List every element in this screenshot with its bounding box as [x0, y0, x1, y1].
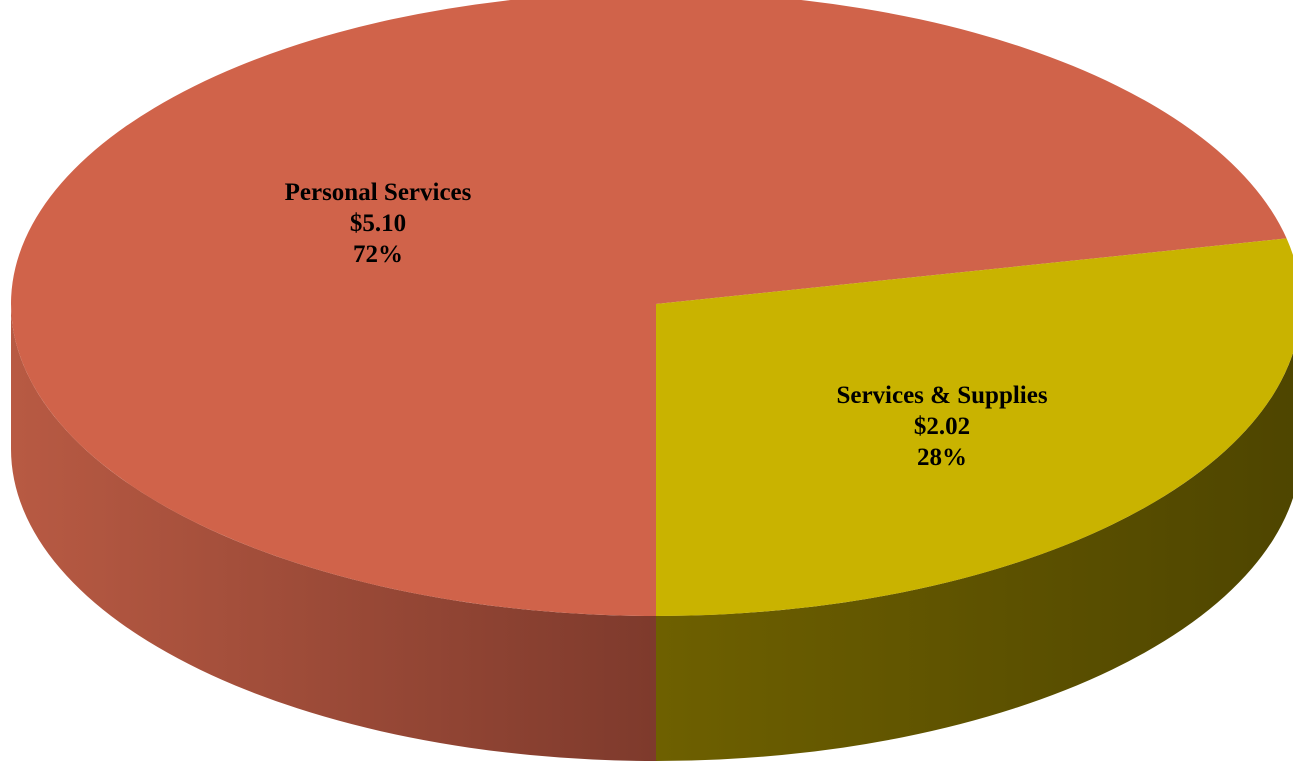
slice-label-personal-services: Personal Services $5.10 72%	[285, 177, 472, 270]
pie-tops	[11, 0, 1293, 616]
slice-value-label: $2.02	[836, 411, 1047, 442]
slice-label-services-supplies: Services & Supplies $2.02 28%	[836, 380, 1047, 473]
slice-percent-label: 28%	[836, 442, 1047, 473]
slice-category-label: Services & Supplies	[836, 380, 1047, 411]
slice-category-label: Personal Services	[285, 177, 472, 208]
slice-value-label: $5.10	[285, 208, 472, 239]
slice-percent-label: 72%	[285, 239, 472, 270]
